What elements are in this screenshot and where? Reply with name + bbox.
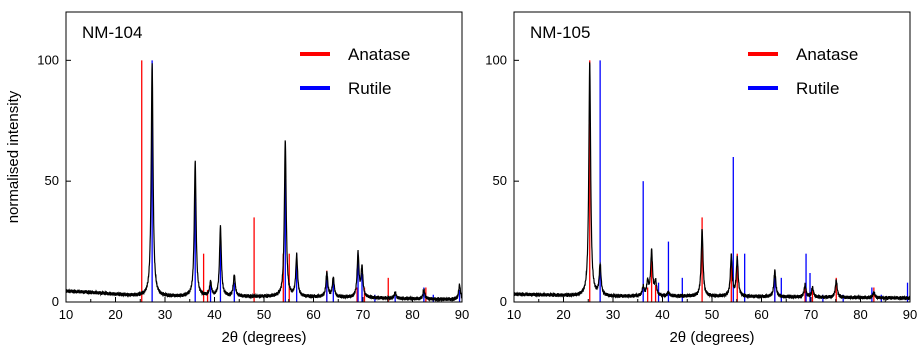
measured-pattern-line <box>66 63 462 302</box>
y-tick-label: 100 <box>37 52 59 67</box>
series-rutile <box>151 60 461 302</box>
x-tick-label: 40 <box>207 307 221 322</box>
x-tick-label: 20 <box>108 307 122 322</box>
legend-label-anatase: Anatase <box>796 45 858 64</box>
x-tick-label: 30 <box>606 307 620 322</box>
x-tick-label: 40 <box>655 307 669 322</box>
y-tick-label: 0 <box>500 294 507 309</box>
x-axis-title: 2θ (degrees) <box>221 329 306 346</box>
measured-pattern-line <box>514 62 910 302</box>
x-tick-label: 90 <box>903 307 917 322</box>
legend-label-anatase: Anatase <box>348 45 410 64</box>
x-tick-label: 60 <box>306 307 320 322</box>
y-tick-label: 0 <box>52 294 59 309</box>
x-tick-label: 50 <box>705 307 719 322</box>
y-axis-title: normalised intensity <box>5 90 22 223</box>
legend-label-rutile: Rutile <box>348 79 391 98</box>
x-tick-label: 30 <box>158 307 172 322</box>
panel-nm-104: 10 20 30 40 50 60 70 80 90 0 50 100 NM-104 Anatase … <box>5 11 469 346</box>
legend: Anatase Rutile <box>300 45 410 98</box>
x-tick-label: 70 <box>804 307 818 322</box>
x-tick-label: 10 <box>507 307 521 322</box>
panel-nm-105: 10 20 30 40 50 60 70 80 90 0 50 100 NM-105 Anatase … <box>485 11 917 346</box>
y-tick-label: 100 <box>485 52 507 67</box>
x-tick-label: 10 <box>59 307 73 322</box>
x-tick-label: 90 <box>455 307 469 322</box>
y-tick-label: 50 <box>493 173 507 188</box>
x-tick-label: 80 <box>853 307 867 322</box>
panel-label: NM-104 <box>82 23 142 42</box>
x-tick-label: 70 <box>356 307 370 322</box>
legend: Anatase Rutile <box>748 45 858 98</box>
x-tick-label: 60 <box>754 307 768 322</box>
series-rutile <box>599 60 909 302</box>
legend-label-rutile: Rutile <box>796 79 839 98</box>
x-axis-title: 2θ (degrees) <box>669 329 754 346</box>
x-tick-label: 20 <box>556 307 570 322</box>
panel-label: NM-105 <box>530 23 590 42</box>
x-tick-label: 50 <box>257 307 271 322</box>
y-tick-label: 50 <box>45 173 59 188</box>
x-tick-label: 80 <box>405 307 419 322</box>
